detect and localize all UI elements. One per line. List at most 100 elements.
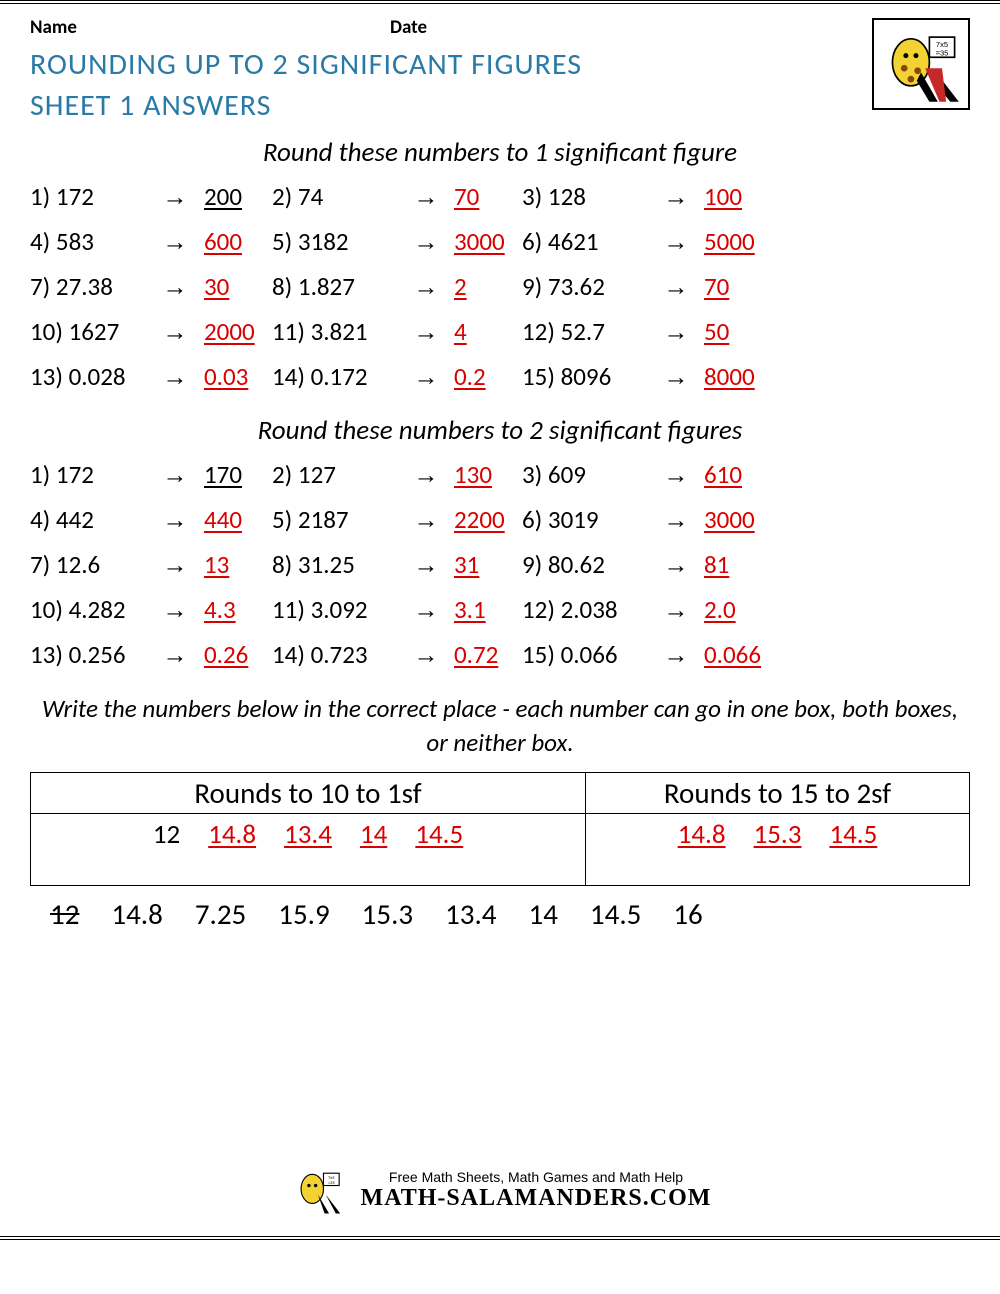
answer-value: 5000 xyxy=(700,226,772,257)
question-item: 6) 4621 xyxy=(522,226,652,257)
box-value: 14 xyxy=(360,818,387,851)
arrow-icon: → xyxy=(150,551,200,580)
arrow-icon: → xyxy=(402,363,450,392)
arrow-icon: → xyxy=(402,506,450,535)
question-item: 10) 1627 xyxy=(30,316,150,347)
answer-value: 13 xyxy=(200,549,272,580)
question-item: 15) 0.066 xyxy=(522,639,652,670)
answer-value: 100 xyxy=(700,181,772,212)
answer-value: 200 xyxy=(200,181,272,212)
brand-logo: 7x5 =35 xyxy=(872,18,970,110)
box-instruction: Write the numbers below in the correct p… xyxy=(30,692,970,760)
svg-text:=35: =35 xyxy=(327,1181,334,1186)
question-item: 5) 2187 xyxy=(272,504,402,535)
question-item: 2) 127 xyxy=(272,459,402,490)
page-footer: 7x5 =35 Free Math Sheets, Math Games and… xyxy=(210,1162,790,1218)
arrow-icon: → xyxy=(150,318,200,347)
question-item: 5) 3182 xyxy=(272,226,402,257)
pool-value: 14.8 xyxy=(111,896,162,932)
svg-text:=35: =35 xyxy=(936,49,949,58)
answer-value: 50 xyxy=(700,316,772,347)
number-pool: 1214.87.2515.915.313.41414.516 xyxy=(30,896,970,932)
answer-value: 8000 xyxy=(700,361,772,392)
arrow-icon: → xyxy=(652,363,700,392)
pool-value: 16 xyxy=(673,896,702,932)
answer-value: 4.3 xyxy=(200,594,272,625)
section1-heading: Round these numbers to 1 significant fig… xyxy=(30,136,970,169)
answer-value: 440 xyxy=(200,504,272,535)
question-item: 13) 0.028 xyxy=(30,361,150,392)
arrow-icon: → xyxy=(402,641,450,670)
worksheet-title: ROUNDING UP TO 2 SIGNIFICANT FIGURES SHE… xyxy=(30,45,970,126)
question-item: 4) 442 xyxy=(30,504,150,535)
question-item: 9) 80.62 xyxy=(522,549,652,580)
arrow-icon: → xyxy=(402,596,450,625)
arrow-icon: → xyxy=(150,506,200,535)
question-item: 12) 52.7 xyxy=(522,316,652,347)
answer-value: 2000 xyxy=(200,316,272,347)
answer-value: 3000 xyxy=(450,226,522,257)
box-value: 14.5 xyxy=(415,818,463,851)
answer-value: 30 xyxy=(200,271,272,302)
question-item: 14) 0.172 xyxy=(272,361,402,392)
arrow-icon: → xyxy=(150,596,200,625)
box-value: 13.4 xyxy=(284,818,332,851)
answer-value: 70 xyxy=(450,181,522,212)
question-item: 11) 3.092 xyxy=(272,594,402,625)
footer-brand: MATH-SALAMANDERS.COM xyxy=(361,1185,712,1212)
section2-grid: 1) 172→1702) 127→1303) 609→6104) 442→440… xyxy=(30,459,970,670)
name-label: Name xyxy=(30,16,390,39)
pool-value: 15.3 xyxy=(362,896,413,932)
answer-value: 3000 xyxy=(700,504,772,535)
question-item: 12) 2.038 xyxy=(522,594,652,625)
arrow-icon: → xyxy=(652,318,700,347)
answer-value: 0.72 xyxy=(450,639,522,670)
answer-value: 3.1 xyxy=(450,594,522,625)
box-value: 14.8 xyxy=(208,818,256,851)
answer-value: 0.26 xyxy=(200,639,272,670)
arrow-icon: → xyxy=(652,273,700,302)
arrow-icon: → xyxy=(652,506,700,535)
box1-header: Rounds to 10 to 1sf xyxy=(31,772,586,813)
answer-value: 2 xyxy=(450,271,522,302)
answer-value: 610 xyxy=(700,459,772,490)
question-item: 6) 3019 xyxy=(522,504,652,535)
question-item: 3) 128 xyxy=(522,181,652,212)
answer-value: 130 xyxy=(450,459,522,490)
answer-value: 2200 xyxy=(450,504,522,535)
arrow-icon: → xyxy=(150,273,200,302)
footer-tagline: Free Math Sheets, Math Games and Math He… xyxy=(361,1169,712,1185)
arrow-icon: → xyxy=(652,183,700,212)
question-item: 14) 0.723 xyxy=(272,639,402,670)
arrow-icon: → xyxy=(652,596,700,625)
box1-content: 1214.813.41414.5 xyxy=(41,818,575,851)
pool-value: 13.4 xyxy=(445,896,496,932)
box-value: 14.8 xyxy=(678,818,726,851)
question-item: 7) 12.6 xyxy=(30,549,150,580)
question-item: 2) 74 xyxy=(272,181,402,212)
question-item: 7) 27.38 xyxy=(30,271,150,302)
question-item: 3) 609 xyxy=(522,459,652,490)
question-item: 8) 1.827 xyxy=(272,271,402,302)
pool-value: 12 xyxy=(50,896,79,932)
answer-value: 0.066 xyxy=(700,639,772,670)
arrow-icon: → xyxy=(402,318,450,347)
section1-grid: 1) 172→2002) 74→703) 128→1004) 583→6005)… xyxy=(30,181,970,392)
arrow-icon: → xyxy=(652,641,700,670)
svg-text:7x5: 7x5 xyxy=(328,1176,334,1181)
sort-boxes-table: Rounds to 10 to 1sf Rounds to 15 to 2sf … xyxy=(30,772,970,886)
section2-heading: Round these numbers to 2 significant fig… xyxy=(30,414,970,447)
answer-value: 70 xyxy=(700,271,772,302)
arrow-icon: → xyxy=(402,273,450,302)
arrow-icon: → xyxy=(150,641,200,670)
arrow-icon: → xyxy=(652,228,700,257)
box2-header: Rounds to 15 to 2sf xyxy=(586,772,970,813)
question-item: 15) 8096 xyxy=(522,361,652,392)
question-item: 10) 4.282 xyxy=(30,594,150,625)
arrow-icon: → xyxy=(652,461,700,490)
pool-value: 14.5 xyxy=(590,896,641,932)
arrow-icon: → xyxy=(402,551,450,580)
answer-value: 0.03 xyxy=(200,361,272,392)
answer-value: 600 xyxy=(200,226,272,257)
arrow-icon: → xyxy=(150,363,200,392)
